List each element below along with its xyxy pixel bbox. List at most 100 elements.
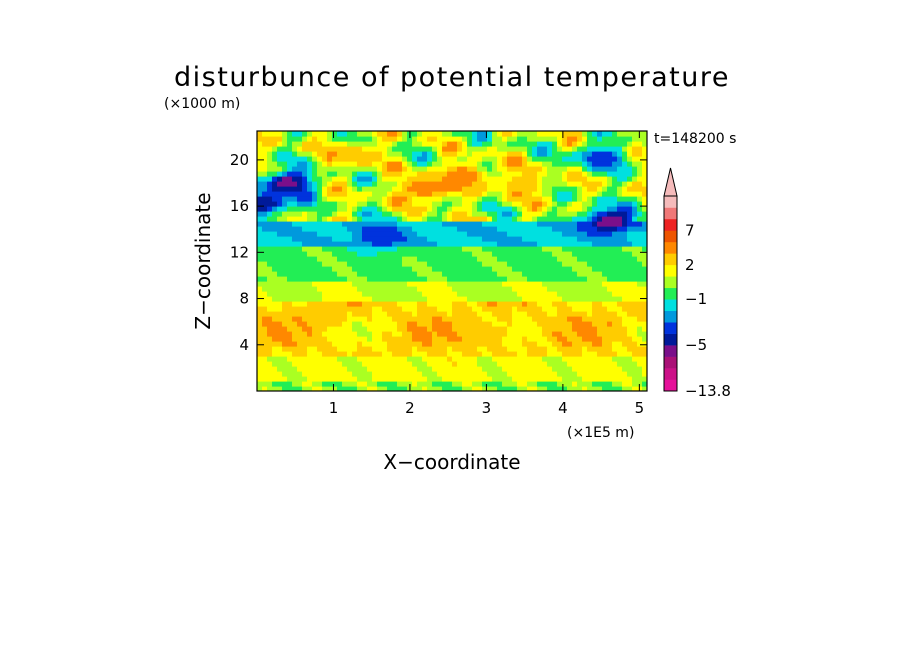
contour-cell bbox=[607, 246, 613, 252]
contour-cell bbox=[292, 306, 298, 312]
contour-cell bbox=[287, 346, 293, 352]
contour-cell bbox=[262, 191, 268, 197]
contour-cell bbox=[642, 331, 647, 337]
contour-cell bbox=[432, 371, 438, 377]
contour-cell bbox=[472, 261, 478, 267]
contour-cell bbox=[402, 346, 408, 352]
contour-cell bbox=[297, 266, 303, 272]
contour-cell bbox=[367, 271, 373, 277]
contour-cell bbox=[617, 141, 623, 147]
contour-cell bbox=[267, 246, 273, 252]
contour-cell bbox=[392, 261, 398, 267]
contour-cell bbox=[382, 361, 388, 367]
contour-cell bbox=[552, 271, 558, 277]
contour-cell bbox=[347, 246, 353, 252]
contour-cell bbox=[277, 176, 283, 182]
contour-cell bbox=[517, 171, 523, 177]
contour-cell bbox=[632, 361, 638, 367]
contour-cell bbox=[587, 171, 593, 177]
contour-cell bbox=[582, 131, 588, 137]
contour-cell bbox=[462, 316, 468, 322]
contour-cell bbox=[567, 136, 573, 142]
contour-cell bbox=[607, 266, 613, 272]
contour-cell bbox=[527, 181, 533, 187]
contour-cell bbox=[387, 376, 393, 382]
contour-cell bbox=[467, 346, 473, 352]
contour-cell bbox=[347, 271, 353, 277]
contour-cell bbox=[512, 221, 518, 227]
contour-cell bbox=[417, 181, 423, 187]
contour-cell bbox=[327, 341, 333, 347]
contour-cell bbox=[292, 376, 298, 382]
contour-cell bbox=[522, 236, 528, 242]
contour-cell bbox=[582, 191, 588, 197]
contour-cell bbox=[552, 186, 558, 192]
contour-cell bbox=[382, 231, 388, 237]
contour-cell bbox=[517, 356, 523, 362]
contour-cell bbox=[347, 266, 353, 272]
contour-cell bbox=[582, 186, 588, 192]
contour-cell bbox=[492, 261, 498, 267]
contour-cell bbox=[457, 166, 463, 172]
contour-cell bbox=[307, 306, 313, 312]
contour-cell bbox=[602, 211, 608, 217]
contour-cell bbox=[322, 366, 328, 372]
contour-cell bbox=[292, 261, 298, 267]
contour-cell bbox=[272, 141, 278, 147]
contour-cell bbox=[627, 366, 633, 372]
contour-cell bbox=[437, 266, 443, 272]
contour-cell bbox=[552, 326, 558, 332]
contour-cell bbox=[497, 131, 503, 137]
contour-cell bbox=[597, 151, 603, 157]
contour-cell bbox=[477, 211, 483, 217]
contour-cell bbox=[452, 166, 458, 172]
contour-cell bbox=[322, 196, 328, 202]
contour-cell bbox=[587, 381, 593, 387]
contour-cell bbox=[587, 166, 593, 172]
contour-cell bbox=[352, 211, 358, 217]
contour-cell bbox=[457, 236, 463, 242]
contour-cell bbox=[582, 231, 588, 237]
contour-cell bbox=[357, 296, 363, 302]
contour-cell bbox=[427, 291, 433, 297]
contour-cell bbox=[352, 146, 358, 152]
contour-cell bbox=[492, 281, 498, 287]
contour-cell bbox=[307, 191, 313, 197]
contour-cell bbox=[362, 196, 368, 202]
contour-cell bbox=[507, 131, 513, 137]
contour-cell bbox=[412, 351, 418, 357]
contour-cell bbox=[402, 151, 408, 157]
contour-cell bbox=[407, 241, 413, 247]
contour-cell bbox=[347, 201, 353, 207]
contour-cell bbox=[312, 326, 318, 332]
contour-cell bbox=[412, 276, 418, 282]
contour-cell bbox=[457, 281, 463, 287]
contour-cell bbox=[492, 271, 498, 277]
contour-cell bbox=[517, 146, 523, 152]
contour-cell bbox=[587, 226, 593, 232]
contour-cell bbox=[582, 266, 588, 272]
contour-cell bbox=[582, 226, 588, 232]
contour-cell bbox=[557, 146, 563, 152]
contour-cell bbox=[277, 316, 283, 322]
contour-cell bbox=[462, 166, 468, 172]
contour-cell bbox=[477, 356, 483, 362]
contour-cell bbox=[437, 216, 443, 222]
contour-cell bbox=[302, 386, 308, 391]
contour-cell bbox=[292, 131, 298, 137]
contour-cell bbox=[332, 306, 338, 312]
contour-cell bbox=[267, 251, 273, 257]
contour-cell bbox=[367, 236, 373, 242]
contour-cell bbox=[322, 311, 328, 317]
contour-cell bbox=[327, 166, 333, 172]
contour-cell bbox=[527, 371, 533, 377]
contour-cell bbox=[597, 276, 603, 282]
contour-cell bbox=[357, 196, 363, 202]
contour-cell bbox=[507, 171, 513, 177]
contour-cell bbox=[507, 386, 513, 391]
contour-cell bbox=[542, 201, 548, 207]
contour-cell bbox=[342, 146, 348, 152]
contour-cell bbox=[447, 351, 453, 357]
contour-cell bbox=[457, 186, 463, 192]
contour-cell bbox=[532, 311, 538, 317]
